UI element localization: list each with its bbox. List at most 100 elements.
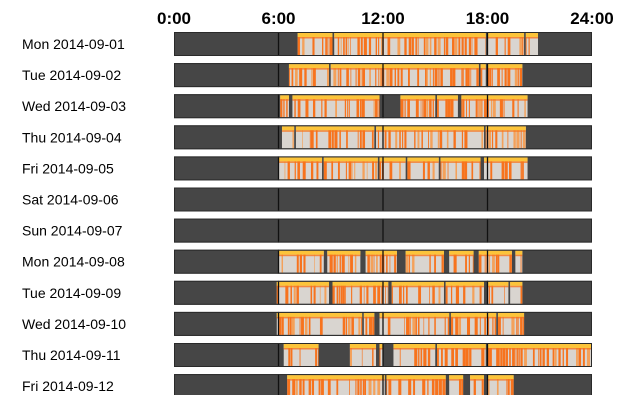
activity-streak — [389, 160, 393, 180]
activity-streak — [289, 315, 292, 335]
segment-top-band — [278, 157, 323, 162]
activity-streak — [340, 36, 342, 55]
activity-streak — [287, 315, 290, 335]
activity-streak — [317, 347, 319, 366]
activity-streak — [408, 67, 410, 87]
activity-streak — [432, 284, 435, 304]
activity-streak — [378, 36, 380, 55]
activity-streak — [327, 36, 329, 55]
activity-streak — [471, 160, 474, 180]
row-frame — [174, 32, 592, 56]
activity-segment — [487, 344, 592, 366]
segment-top-band — [386, 375, 446, 380]
x-tick-label: 0:00 — [157, 9, 191, 28]
activity-streak — [442, 160, 446, 180]
activity-segment — [379, 64, 427, 87]
activity-streak — [386, 67, 390, 87]
activity-segment — [426, 64, 479, 87]
activity-streak — [359, 129, 362, 149]
activity-streak — [345, 315, 348, 335]
activity-streak — [412, 315, 416, 335]
activity-segment — [297, 33, 333, 55]
activity-streak — [539, 347, 542, 366]
activity-segment — [278, 157, 323, 180]
activity-streak — [490, 98, 493, 118]
activity-streak — [378, 98, 380, 118]
activity-streak — [336, 253, 338, 273]
activity-streak — [399, 129, 401, 149]
activity-streak — [519, 36, 522, 55]
row-frame — [174, 280, 592, 305]
segment-top-edge — [327, 254, 361, 257]
activity-streak — [373, 253, 375, 273]
activity-streak — [516, 315, 518, 335]
activity-streak — [377, 378, 381, 395]
segment-top-edge — [407, 161, 439, 163]
activity-streak — [310, 129, 314, 149]
activity-streak — [342, 315, 346, 335]
segment-top-edge — [485, 130, 526, 132]
activity-streak — [283, 98, 285, 118]
activity-streak — [546, 347, 549, 366]
activity-streak — [425, 67, 427, 87]
activity-streak — [324, 98, 327, 118]
day-row: Tue 2014-09-02 — [22, 63, 592, 88]
activity-streak — [582, 347, 585, 366]
activity-streak — [432, 98, 434, 118]
activity-streak — [399, 160, 401, 180]
activity-streak — [332, 284, 335, 304]
activity-streak — [465, 347, 469, 366]
segment-top-edge — [487, 379, 514, 381]
activity-streak — [402, 129, 404, 149]
activity-streak — [429, 98, 432, 118]
activity-streak — [357, 36, 360, 55]
activity-streak — [422, 98, 424, 118]
activity-streak — [404, 315, 405, 335]
activity-streak — [438, 67, 440, 87]
activity-streak — [363, 36, 367, 55]
activity-streak — [386, 378, 388, 395]
segment-top-band — [276, 312, 363, 317]
activity-streak — [344, 98, 347, 118]
segment-top-edge — [487, 37, 525, 39]
activity-streak — [337, 36, 340, 55]
activity-streak — [462, 67, 464, 87]
activity-streak — [509, 378, 510, 395]
activity-streak — [315, 347, 318, 366]
activity-streak — [357, 378, 360, 395]
day-row: Thu 2014-09-11 — [22, 343, 592, 367]
activity-streak — [384, 129, 387, 149]
activity-streak — [495, 253, 498, 273]
activity-streak — [497, 253, 500, 273]
segment-top-band — [480, 64, 486, 69]
activity-streak — [442, 378, 445, 395]
activity-streak — [431, 378, 435, 395]
activity-streak — [420, 98, 422, 118]
activity-streak — [445, 36, 449, 55]
activity-streak — [464, 129, 468, 149]
activity-streak — [476, 67, 479, 87]
activity-streak — [290, 284, 292, 304]
activity-streak — [362, 67, 365, 87]
activity-streak — [361, 98, 365, 118]
activity-streak — [426, 67, 428, 87]
segment-top-band — [379, 312, 450, 317]
activity-streak — [303, 253, 306, 273]
activity-streak — [385, 284, 386, 304]
activity-streak — [481, 378, 484, 395]
segment-top-band — [487, 375, 514, 380]
activity-segment — [440, 157, 481, 180]
activity-streak — [379, 67, 382, 87]
activity-streak — [438, 378, 442, 395]
activity-streak — [423, 315, 425, 335]
segment-top-edge — [287, 379, 385, 381]
segment-base — [379, 344, 383, 366]
activity-streak — [474, 315, 478, 335]
activity-streak — [576, 347, 578, 366]
activity-streak — [488, 284, 490, 304]
activity-streak — [409, 253, 410, 273]
activity-streak — [314, 253, 315, 273]
activity-streak — [455, 347, 458, 366]
segment-top-edge — [470, 379, 485, 381]
segment-top-band — [487, 281, 509, 286]
